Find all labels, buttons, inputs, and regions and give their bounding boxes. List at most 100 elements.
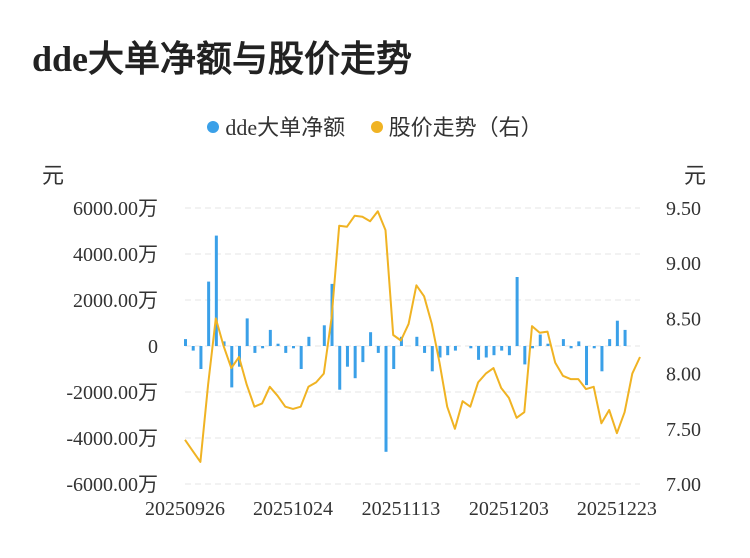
line-point[interactable] bbox=[631, 373, 633, 375]
line-point[interactable] bbox=[377, 210, 379, 212]
bar-mark[interactable] bbox=[253, 346, 257, 353]
bar-mark[interactable] bbox=[214, 235, 218, 346]
price-line[interactable] bbox=[184, 210, 641, 463]
bar-mark[interactable] bbox=[299, 346, 303, 369]
bar-mark[interactable] bbox=[261, 346, 265, 349]
line-point[interactable] bbox=[608, 409, 610, 411]
line-point[interactable] bbox=[446, 406, 448, 408]
line-point[interactable] bbox=[508, 397, 510, 399]
line-point[interactable] bbox=[492, 367, 494, 369]
line-point[interactable] bbox=[223, 345, 225, 347]
bar-mark[interactable] bbox=[492, 346, 496, 356]
line-point[interactable] bbox=[570, 378, 572, 380]
line-point[interactable] bbox=[354, 215, 356, 217]
bar-mark[interactable] bbox=[191, 346, 195, 351]
bar-mark[interactable] bbox=[585, 346, 589, 386]
bar-mark[interactable] bbox=[291, 346, 295, 349]
line-point[interactable] bbox=[269, 386, 271, 388]
line-point[interactable] bbox=[469, 406, 471, 408]
bar-mark[interactable] bbox=[446, 346, 450, 356]
line-point[interactable] bbox=[338, 225, 340, 227]
bar-mark[interactable] bbox=[392, 346, 396, 369]
bar-mark[interactable] bbox=[546, 343, 550, 346]
line-point[interactable] bbox=[392, 334, 394, 336]
line-point[interactable] bbox=[485, 373, 487, 375]
bar-mark[interactable] bbox=[523, 346, 527, 365]
line-point[interactable] bbox=[539, 332, 541, 334]
bar-mark[interactable] bbox=[538, 334, 542, 347]
bar-mark[interactable] bbox=[561, 339, 565, 346]
bar-mark[interactable] bbox=[376, 346, 380, 353]
line-point[interactable] bbox=[184, 439, 186, 441]
line-point[interactable] bbox=[192, 450, 194, 452]
line-point[interactable] bbox=[462, 400, 464, 402]
bar-mark[interactable] bbox=[369, 332, 373, 346]
line-point[interactable] bbox=[238, 356, 240, 358]
bar-mark[interactable] bbox=[577, 341, 581, 346]
line-point[interactable] bbox=[323, 373, 325, 375]
bar-mark[interactable] bbox=[430, 346, 434, 372]
bar-mark[interactable] bbox=[199, 346, 203, 369]
bar-mark[interactable] bbox=[184, 339, 187, 346]
line-point[interactable] bbox=[292, 408, 294, 410]
line-point[interactable] bbox=[400, 339, 402, 341]
bar-mark[interactable] bbox=[322, 325, 326, 346]
line-point[interactable] bbox=[516, 417, 518, 419]
bar-mark[interactable] bbox=[469, 346, 473, 349]
legend-item-bar[interactable]: dde大单净额 bbox=[207, 110, 345, 142]
line-point[interactable] bbox=[408, 323, 410, 325]
bar-mark[interactable] bbox=[623, 329, 627, 346]
line-point[interactable] bbox=[215, 317, 217, 319]
bar-mark[interactable] bbox=[222, 341, 226, 346]
bar-mark[interactable] bbox=[592, 346, 596, 349]
bar-mark[interactable] bbox=[361, 346, 365, 363]
line-point[interactable] bbox=[315, 381, 317, 383]
bar-mark[interactable] bbox=[477, 346, 481, 360]
bar-mark[interactable] bbox=[615, 320, 619, 346]
line-point[interactable] bbox=[385, 229, 387, 231]
bar-mark[interactable] bbox=[484, 346, 488, 358]
line-point[interactable] bbox=[438, 362, 440, 364]
line-point[interactable] bbox=[277, 395, 279, 397]
line-point[interactable] bbox=[261, 402, 263, 404]
line-point[interactable] bbox=[300, 406, 302, 408]
bar-mark[interactable] bbox=[384, 346, 388, 452]
bar-mark[interactable] bbox=[207, 281, 211, 346]
bar-mark[interactable] bbox=[268, 329, 272, 346]
line-point[interactable] bbox=[624, 411, 626, 413]
line-point[interactable] bbox=[554, 362, 556, 364]
line-point[interactable] bbox=[500, 387, 502, 389]
line-point[interactable] bbox=[577, 378, 579, 380]
line-point[interactable] bbox=[454, 428, 456, 430]
bar-mark[interactable] bbox=[415, 336, 419, 346]
bar-mark[interactable] bbox=[438, 346, 442, 358]
line-point[interactable] bbox=[253, 406, 255, 408]
line-point[interactable] bbox=[639, 356, 641, 358]
legend-item-line[interactable]: 股价走势（右） bbox=[370, 110, 543, 142]
line-point[interactable] bbox=[415, 284, 417, 286]
line-point[interactable] bbox=[284, 406, 286, 408]
bar-mark[interactable] bbox=[569, 346, 573, 349]
bar-mark[interactable] bbox=[353, 346, 357, 379]
bar-mark[interactable] bbox=[608, 339, 612, 346]
bar-mark[interactable] bbox=[345, 346, 349, 367]
line-point[interactable] bbox=[616, 432, 618, 434]
bar-mark[interactable] bbox=[245, 318, 249, 346]
line-point[interactable] bbox=[593, 386, 595, 388]
bar-mark[interactable] bbox=[515, 277, 519, 346]
line-point[interactable] bbox=[523, 411, 525, 413]
line-point[interactable] bbox=[431, 323, 433, 325]
bar-mark[interactable] bbox=[284, 346, 288, 353]
line-point[interactable] bbox=[531, 325, 533, 327]
bar-mark[interactable] bbox=[453, 346, 457, 351]
bar-mark[interactable] bbox=[276, 343, 280, 346]
line-point[interactable] bbox=[369, 220, 371, 222]
line-point[interactable] bbox=[246, 384, 248, 386]
bar-mark[interactable] bbox=[507, 346, 511, 356]
line-point[interactable] bbox=[423, 295, 425, 297]
bar-mark[interactable] bbox=[531, 346, 535, 349]
line-point[interactable] bbox=[585, 388, 587, 390]
line-point[interactable] bbox=[600, 422, 602, 424]
bar-mark[interactable] bbox=[307, 336, 311, 346]
line-point[interactable] bbox=[562, 375, 564, 377]
